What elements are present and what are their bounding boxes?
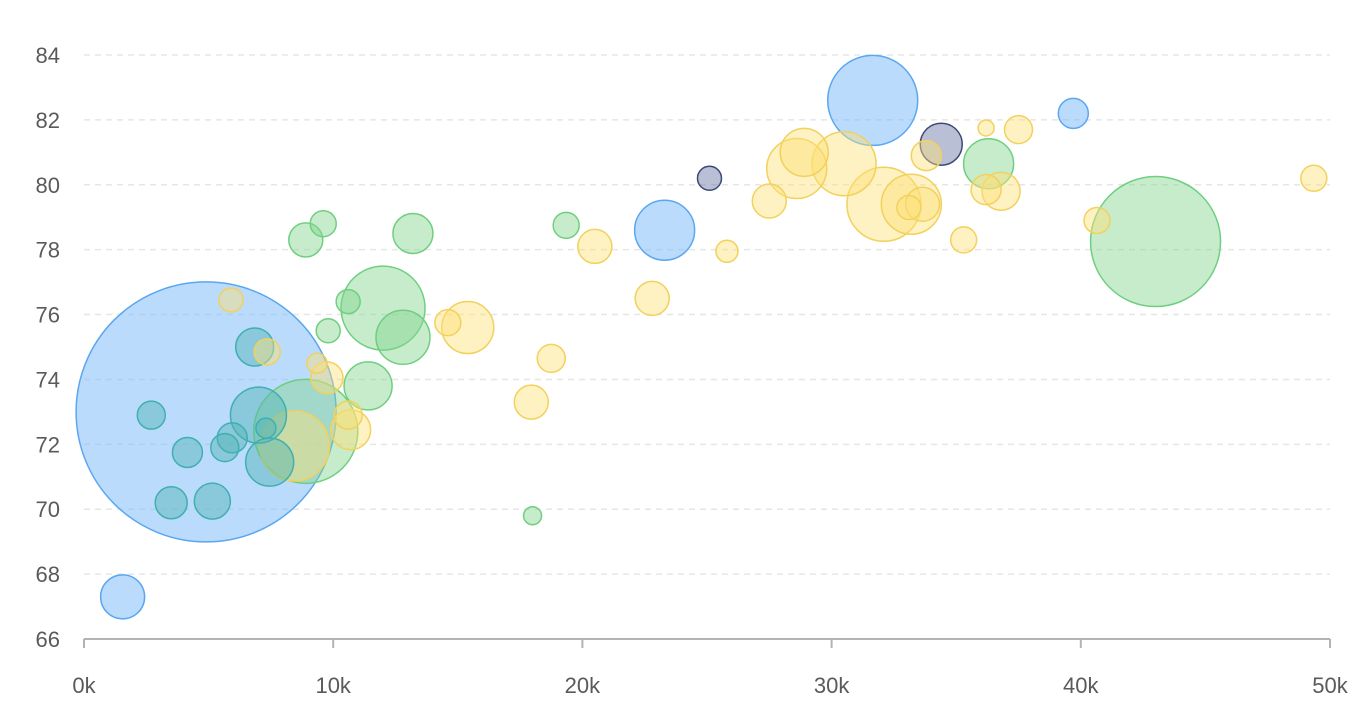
bubble-series-3-point-15[interactable] <box>949 226 978 254</box>
bubble-series-1-point-4[interactable] <box>343 361 393 411</box>
bubble-series-1-point-11[interactable] <box>552 211 580 240</box>
y-tick-label: 72 <box>36 432 60 457</box>
bubble-series-0-point-4[interactable] <box>1057 97 1090 130</box>
x-tick-label: 10k <box>315 673 351 698</box>
bubble-series-1-point-3[interactable] <box>375 309 431 366</box>
bubble-series-3-point-13[interactable] <box>1003 114 1034 145</box>
bubble-series-3-point-10[interactable] <box>896 194 922 221</box>
bubble-series-4-point-1[interactable] <box>696 165 723 192</box>
bubble-series-2-point-6[interactable] <box>193 482 232 520</box>
bubble-series-2-point-3[interactable] <box>136 400 167 430</box>
y-tick-label: 78 <box>36 238 60 263</box>
bubble-series-1-point-9[interactable] <box>315 318 341 344</box>
y-tick-label: 82 <box>36 108 60 133</box>
bubble-series-0-point-1[interactable] <box>99 574 146 620</box>
bubble-series-3-point-8[interactable] <box>904 186 941 222</box>
y-tick-label: 68 <box>36 562 60 587</box>
x-tick-label: 0k <box>72 673 96 698</box>
y-tick-label: 74 <box>36 367 60 392</box>
bubble-series-1-point-1[interactable] <box>253 378 359 485</box>
bubble-series-1-point-10[interactable] <box>335 288 361 315</box>
y-tick-label: 76 <box>36 303 60 328</box>
bubble-series-1-point-7[interactable] <box>288 222 324 258</box>
bubble-series-3-point-21[interactable] <box>513 384 550 420</box>
x-axis <box>83 638 1331 648</box>
bubble-series-1-point-8[interactable] <box>309 209 337 238</box>
bubble-series-3-point-19[interactable] <box>634 280 670 317</box>
bubble-series-1-point-0[interactable] <box>1089 175 1222 308</box>
bubble-series-3-point-25[interactable] <box>333 400 363 430</box>
y-tick-label: 84 <box>36 43 60 68</box>
bubble-series-3-point-16[interactable] <box>751 183 788 219</box>
x-tick-label: 40k <box>1063 673 1099 698</box>
bubble-series-3-point-5[interactable] <box>258 410 331 482</box>
bubble-series-3-point-12[interactable] <box>970 173 1002 206</box>
bubble-series-3-point-9[interactable] <box>910 139 943 172</box>
y-tick-label: 66 <box>36 627 60 652</box>
bubble-series-2-point-5[interactable] <box>154 485 188 520</box>
bubble-series-3-point-28[interactable] <box>1083 206 1111 235</box>
bubble-series-3-point-1[interactable] <box>880 173 943 235</box>
bubble-series-2-point-8[interactable] <box>210 432 240 463</box>
bubble-series-3-point-29[interactable] <box>1300 164 1328 193</box>
x-tick-label: 30k <box>814 673 850 698</box>
bubble-series-4-point-0[interactable] <box>919 122 963 166</box>
bubble-series-0-point-0[interactable] <box>75 281 337 543</box>
bubble-series-2-point-1[interactable] <box>244 437 295 487</box>
bubble-series-1-point-5[interactable] <box>392 212 434 255</box>
y-tick-label: 80 <box>36 173 60 198</box>
bubble-series-3-point-22[interactable] <box>434 308 462 337</box>
x-axis-tick-labels: 0k 10k 20k 30k 40k 50k <box>72 673 1348 698</box>
bubble-series-2-point-9[interactable] <box>255 417 277 439</box>
bubble-series-3-point-4[interactable] <box>779 127 829 178</box>
bubble-series-3-point-3[interactable] <box>765 137 828 200</box>
y-tick-label: 70 <box>36 497 60 522</box>
grid-lines <box>84 54 1330 575</box>
y-axis-tick-labels: 66 68 70 72 74 76 78 80 82 84 <box>36 43 60 652</box>
bubble-series-1-point-2[interactable] <box>340 265 426 351</box>
bubble-series-0-point-3[interactable] <box>633 199 696 261</box>
bubble-series-2-point-7[interactable] <box>216 422 249 454</box>
bubble-series-3-point-17[interactable] <box>577 228 613 265</box>
x-tick-label: 50k <box>1312 673 1348 698</box>
bubble-series-3-point-24[interactable] <box>306 352 328 374</box>
x-tick-label: 20k <box>565 673 601 698</box>
bubble-series-3-point-14[interactable] <box>977 119 995 137</box>
bubble-series-1-point-6[interactable] <box>962 137 1015 190</box>
bubble-series-3-point-20[interactable] <box>536 343 566 374</box>
bubble-series-1-point-12[interactable] <box>522 505 543 526</box>
bubble-series-3-point-18[interactable] <box>715 239 739 264</box>
bubble-series-3-point-27[interactable] <box>218 287 244 313</box>
bubble-series-3-point-26[interactable] <box>253 338 281 366</box>
bubble-series-2-point-4[interactable] <box>171 436 204 469</box>
bubbles <box>75 54 1328 620</box>
bubble-series-0-point-2[interactable] <box>826 54 919 147</box>
bubble-series-3-point-6[interactable] <box>441 300 495 355</box>
